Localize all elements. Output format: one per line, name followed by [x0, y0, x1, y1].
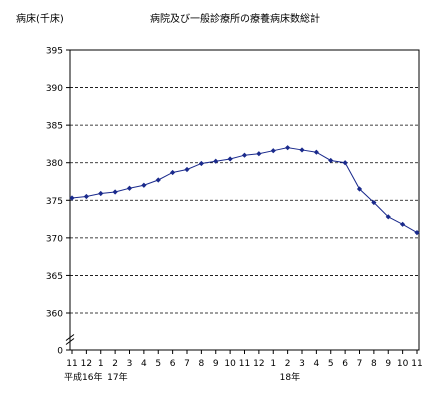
- x-tick-label: 11: [411, 359, 422, 369]
- data-point: [170, 169, 176, 176]
- x-tick-label: 8: [199, 359, 205, 369]
- y-tick-label: 380: [46, 159, 63, 169]
- y-tick-label: 0: [57, 347, 63, 357]
- data-point: [400, 221, 406, 227]
- y-tick-label: 360: [46, 310, 63, 320]
- chart-title: 病院及び一般診療所の療養病床数総計: [150, 14, 320, 25]
- y-tick-label: 390: [46, 84, 63, 94]
- data-point: [69, 195, 75, 201]
- x-tick-label: 8: [371, 359, 377, 369]
- data-point: [141, 182, 147, 188]
- x-tick-label: 11: [66, 359, 77, 369]
- data-point: [227, 156, 233, 162]
- x-tick-label: 7: [184, 359, 190, 369]
- data-point: [328, 157, 334, 164]
- data-point: [155, 177, 161, 183]
- data-point: [241, 152, 248, 158]
- x-tick-label: 2: [285, 359, 291, 369]
- x-tick-label: 10: [224, 359, 236, 369]
- x-tick-label: 9: [213, 359, 219, 369]
- data-point: [299, 147, 305, 153]
- x-era-label: 平成16年: [64, 371, 102, 383]
- data-point: [256, 151, 262, 157]
- y-tick-label: 385: [46, 122, 63, 132]
- data-point: [126, 185, 133, 191]
- data-point: [112, 189, 118, 195]
- data-point: [270, 148, 276, 154]
- x-tick-label: 10: [397, 359, 409, 369]
- x-tick-label: 3: [127, 359, 133, 369]
- x-tick-label: 5: [328, 359, 334, 369]
- data-point: [313, 149, 319, 155]
- x-tick-label: 6: [170, 359, 176, 369]
- data-point: [342, 160, 348, 166]
- x-tick-label: 11: [239, 359, 250, 369]
- x-tick-label: 12: [81, 359, 92, 369]
- x-tick-label: 7: [357, 359, 363, 369]
- data-point: [83, 193, 89, 200]
- y-tick-label: 375: [46, 197, 63, 207]
- x-tick-label: 9: [385, 359, 391, 369]
- data-point: [98, 190, 104, 197]
- data-point: [356, 186, 363, 192]
- x-tick-label: 4: [141, 359, 147, 369]
- axis-break-mark: [65, 338, 75, 345]
- x-tick-label: 2: [112, 359, 118, 369]
- y-tick-label: 370: [46, 234, 63, 244]
- x-tick-label: 4: [314, 359, 320, 369]
- axis-break-mark: [65, 334, 75, 341]
- x-tick-label: 3: [299, 359, 305, 369]
- x-tick-label: 5: [155, 359, 161, 369]
- series-line: [71, 147, 418, 234]
- y-axis-unit-label: 病床(千床): [16, 14, 64, 25]
- x-tick-label: 12: [253, 359, 264, 369]
- data-point: [198, 160, 204, 167]
- data-point: [414, 229, 420, 236]
- x-tick-label: 1: [98, 359, 104, 369]
- x-tick-label: 6: [342, 359, 348, 369]
- y-tick-label: 395: [46, 47, 63, 57]
- data-point: [213, 158, 219, 164]
- y-tick-label: 365: [46, 272, 63, 282]
- data-point: [385, 214, 391, 220]
- data-point: [184, 166, 190, 173]
- x-era-label: 18年: [280, 371, 300, 383]
- data-point: [371, 199, 377, 206]
- x-era-label: 17年: [107, 371, 127, 383]
- data-point: [285, 145, 291, 151]
- x-tick-label: 1: [270, 359, 276, 369]
